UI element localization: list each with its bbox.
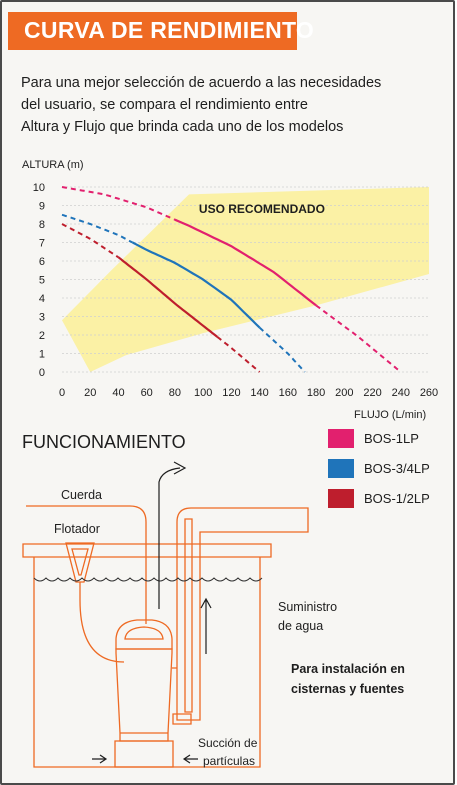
discharge-pipe xyxy=(172,507,309,721)
series-line-dashed-end xyxy=(216,336,261,373)
flow-up-arrow-head xyxy=(173,461,187,475)
pipe-flow-arrow xyxy=(200,597,212,654)
intro-paragraph: Para una mejor selección de acuerdo a la… xyxy=(21,72,441,138)
water-surface xyxy=(33,577,263,582)
pump-body xyxy=(115,648,173,742)
y-tick-label: 7 xyxy=(39,238,45,250)
legend-swatch xyxy=(328,459,354,478)
x-tick-label: 160 xyxy=(279,387,297,399)
series-line-solid xyxy=(174,218,317,307)
legend-swatch xyxy=(328,489,354,508)
y-tick-label: 0 xyxy=(39,367,45,379)
label-suministro-2: de agua xyxy=(278,619,323,633)
label-instalacion-1: Para instalación en xyxy=(291,662,405,676)
chart-series-layer xyxy=(61,186,402,373)
x-tick-label: 140 xyxy=(250,387,268,399)
label-succion-2: partículas xyxy=(203,754,255,768)
succion-arrow-left xyxy=(92,754,108,764)
legend-entry: BOS-1LP xyxy=(364,431,419,446)
legend-swatch xyxy=(328,429,354,448)
x-tick-label: 240 xyxy=(392,387,410,399)
flotador-cable xyxy=(79,582,125,663)
label-flotador: Flotador xyxy=(54,522,100,536)
pipe-coupling xyxy=(172,713,192,725)
section-title-funcionamiento: FUNCIONAMIENTO xyxy=(22,432,186,452)
legend-entry: BOS-1/2LP xyxy=(364,491,430,506)
x-tick-label: 80 xyxy=(169,387,181,399)
flotador-icon xyxy=(65,542,95,583)
series-line-solid xyxy=(132,241,261,329)
series-line-dashed-start xyxy=(61,186,176,221)
y-tick-label: 5 xyxy=(39,275,45,287)
x-tick-label: 180 xyxy=(307,387,325,399)
series-line-solid xyxy=(117,256,218,338)
pump-icon xyxy=(115,619,173,650)
y-tick-label: 8 xyxy=(39,219,45,231)
series-line-dashed-end xyxy=(258,326,306,373)
rope-line xyxy=(26,505,147,624)
label-suministro-1: Suministro xyxy=(278,600,337,614)
y-tick-label: 2 xyxy=(39,330,45,342)
label-succion-1: Succión de xyxy=(198,736,258,750)
x-tick-label: 60 xyxy=(141,387,153,399)
recommended-zone-area xyxy=(62,187,429,372)
y-tick-label: 4 xyxy=(39,293,45,305)
chart-legend: BOS-1LP BOS-3/4LP BOS-1/2LP xyxy=(328,429,430,508)
intro-line: del usuario, se compara el rendimiento e… xyxy=(21,97,308,113)
y-tick-label: 9 xyxy=(39,201,45,213)
y-tick-label: 10 xyxy=(33,182,45,194)
y-axis-label: ALTURA (m) xyxy=(22,159,84,171)
intro-line: Altura y Flujo que brinda cada uno de lo… xyxy=(21,119,344,135)
x-tick-label: 200 xyxy=(335,387,353,399)
x-tick-label: 20 xyxy=(84,387,96,399)
succion-arrow-right xyxy=(182,754,198,764)
y-tick-label: 6 xyxy=(39,256,45,268)
y-tick-label: 1 xyxy=(39,349,45,361)
series-line-dashed-start xyxy=(61,223,120,259)
pump-base xyxy=(114,740,174,768)
tank-outline xyxy=(22,543,272,768)
x-axis-label: FLUJO (L/min) xyxy=(354,409,426,421)
recommended-zone-layer xyxy=(62,187,429,372)
x-tick-label: 0 xyxy=(59,387,65,399)
x-tick-label: 260 xyxy=(420,387,438,399)
intro-line: Para una mejor selección de acuerdo a la… xyxy=(21,75,382,91)
label-instalacion-2: cisternas y fuentes xyxy=(291,682,404,696)
page-title: CURVA DE RENDIMIENTO xyxy=(24,17,315,43)
x-tick-label: 40 xyxy=(112,387,124,399)
recommended-zone-label: USO RECOMENDADO xyxy=(199,202,325,216)
x-tick-label: 100 xyxy=(194,387,212,399)
series-line-dashed-start xyxy=(61,213,134,244)
y-tick-label: 3 xyxy=(39,312,45,324)
x-tick-label: 120 xyxy=(222,387,240,399)
header-banner: CURVA DE RENDIMIENTO xyxy=(8,12,314,50)
flow-up-arrow xyxy=(158,467,181,609)
label-cuerda: Cuerda xyxy=(61,488,102,502)
legend-entry: BOS-3/4LP xyxy=(364,461,430,476)
x-tick-label: 220 xyxy=(363,387,381,399)
